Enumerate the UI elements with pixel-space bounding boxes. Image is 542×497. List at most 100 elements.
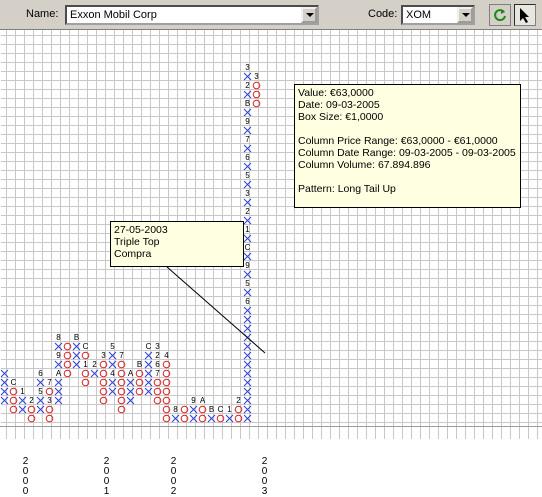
x-box (0, 396, 9, 405)
annotation-pattern: Triple Top (114, 236, 160, 248)
month-marker: 1 (20, 387, 25, 396)
x-box (243, 144, 252, 153)
o-box (162, 369, 171, 378)
x-box (126, 378, 135, 387)
o-box (9, 396, 18, 405)
month-marker: C (244, 243, 251, 252)
month-marker: 5 (245, 279, 250, 288)
o-box (63, 342, 72, 351)
x-box (18, 396, 27, 405)
annotation-date: 27-05-2003 (114, 224, 168, 236)
o-box (99, 378, 108, 387)
o-box (9, 405, 18, 414)
x-box (243, 315, 252, 324)
month-marker: 1 (245, 225, 250, 234)
o-box (234, 414, 243, 423)
month-marker: A (55, 369, 62, 378)
x-box (243, 216, 252, 225)
refresh-button[interactable] (489, 4, 511, 26)
x-box (0, 387, 9, 396)
x-box (243, 90, 252, 99)
o-box (252, 90, 261, 99)
info-volume: Column Volume: 67.894.896 (298, 159, 431, 171)
month-marker: B (136, 360, 143, 369)
o-box (99, 369, 108, 378)
month-marker: 9 (191, 396, 196, 405)
month-marker: 2 (245, 81, 250, 90)
refresh-icon (494, 9, 506, 22)
month-marker: 6 (155, 360, 160, 369)
o-box (135, 378, 144, 387)
month-marker: 5 (38, 387, 43, 396)
x-box (207, 414, 216, 423)
o-box (63, 360, 72, 369)
x-box (54, 387, 63, 396)
x-box (126, 387, 135, 396)
pointer-arrow-icon (520, 8, 529, 23)
month-marker: 9 (56, 351, 61, 360)
month-marker: 2 (92, 360, 97, 369)
month-marker: 4 (164, 351, 169, 360)
month-marker: 1 (227, 405, 232, 414)
month-marker: 8 (173, 405, 178, 414)
x-box (54, 342, 63, 351)
month-marker: 3 (101, 351, 106, 360)
o-box (198, 414, 207, 423)
x-box (144, 360, 153, 369)
x-box (243, 162, 252, 171)
grid-edge (0, 30, 1, 426)
o-box (99, 387, 108, 396)
o-box (162, 414, 171, 423)
x-box (126, 396, 135, 405)
info-price-range: Column Price Range: €63,0000 - €61,0000 (298, 135, 498, 147)
month-marker: A (199, 396, 206, 405)
month-marker: C (145, 342, 152, 351)
o-box (117, 405, 126, 414)
o-box (198, 405, 207, 414)
month-marker: 9 (245, 117, 250, 126)
o-box (99, 360, 108, 369)
name-label: Name: (26, 8, 59, 20)
month-marker: 3 (245, 189, 250, 198)
x-box (36, 405, 45, 414)
chevron-down-icon[interactable] (457, 7, 473, 23)
x-box (189, 414, 198, 423)
pattern-annotation[interactable]: 27-05-2003 Triple Top Compra (110, 221, 244, 267)
o-box (45, 387, 54, 396)
name-combobox[interactable]: Exxon Mobil Corp (65, 5, 319, 25)
x-box (108, 378, 117, 387)
axis-ticks (0, 427, 542, 439)
x-box (18, 405, 27, 414)
x-box (243, 396, 252, 405)
x-box (243, 72, 252, 81)
month-marker: 3 (245, 63, 250, 72)
x-box (243, 387, 252, 396)
x-box (243, 108, 252, 117)
o-box (117, 387, 126, 396)
x-box (225, 414, 234, 423)
code-combobox[interactable]: XOM (401, 5, 475, 25)
x-box (72, 351, 81, 360)
month-marker: 3 (254, 72, 259, 81)
o-box (117, 378, 126, 387)
o-box (162, 387, 171, 396)
month-marker: B (208, 405, 215, 414)
o-box (180, 405, 189, 414)
o-box (81, 351, 90, 360)
x-box (54, 360, 63, 369)
x-box (189, 405, 198, 414)
info-box-size: Box Size: €1,0000 (298, 111, 384, 123)
o-box (81, 378, 90, 387)
x-box (90, 369, 99, 378)
o-box (162, 405, 171, 414)
chevron-down-icon[interactable] (301, 7, 317, 23)
info-value: Value: €63,0000 (298, 87, 374, 99)
x-box (243, 369, 252, 378)
x-box (0, 378, 9, 387)
pointer-button[interactable] (514, 4, 536, 26)
month-marker: 6 (38, 369, 43, 378)
month-marker: 8 (56, 333, 61, 342)
